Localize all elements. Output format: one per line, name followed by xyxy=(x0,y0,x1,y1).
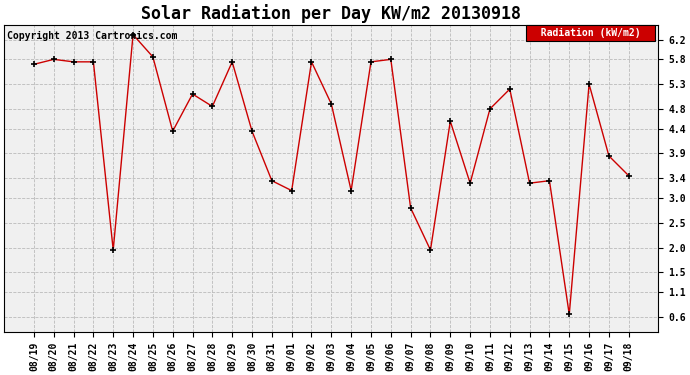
Text: Radiation (kW/m2): Radiation (kW/m2) xyxy=(529,28,652,38)
Title: Solar Radiation per Day KW/m2 20130918: Solar Radiation per Day KW/m2 20130918 xyxy=(141,4,522,23)
Text: Copyright 2013 Cartronics.com: Copyright 2013 Cartronics.com xyxy=(8,31,178,41)
